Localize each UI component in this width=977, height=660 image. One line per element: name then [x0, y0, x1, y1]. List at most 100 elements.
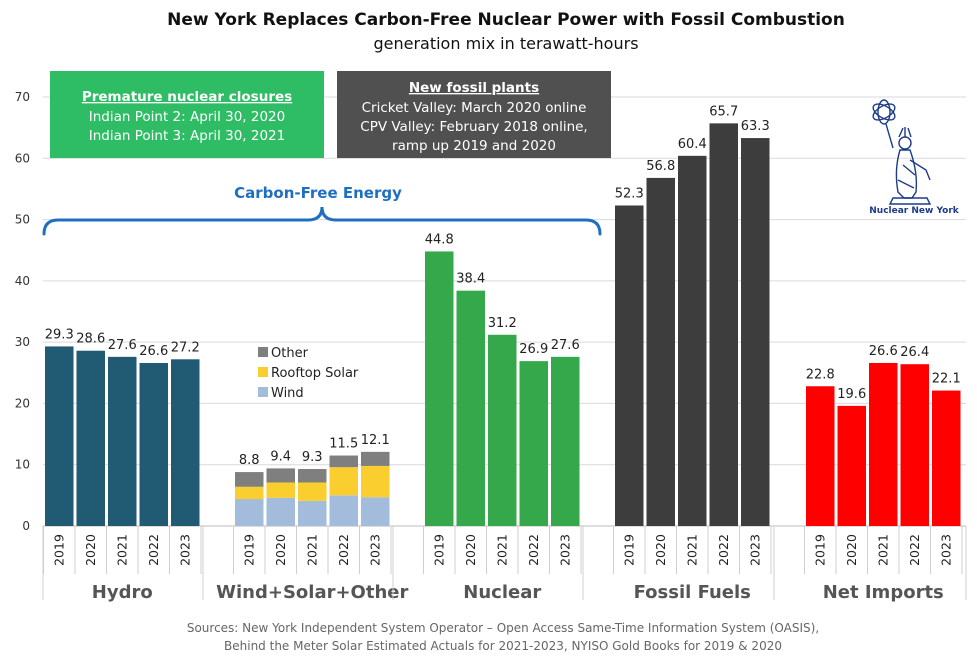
data-label: 12.1 [361, 433, 390, 448]
data-label: 9.4 [270, 449, 291, 464]
x-tick-label: 2020 [273, 534, 288, 566]
x-tick-label: 2020 [844, 534, 859, 566]
x-tick-label: 2019 [51, 534, 66, 566]
y-tick-label: 10 [15, 458, 30, 472]
closures-line: Indian Point 3: April 30, 2021 [89, 128, 285, 144]
data-label: 11.5 [329, 437, 358, 452]
bar-rooftop-solar [235, 486, 264, 500]
bar-wind [298, 500, 327, 526]
data-label: 56.8 [646, 159, 675, 174]
y-tick-label: 50 [15, 213, 30, 227]
bar-other [329, 455, 358, 468]
data-label: 52.3 [615, 186, 644, 201]
fossil-heading: New fossil plants [409, 80, 539, 96]
legend-swatch [258, 387, 268, 397]
x-axis: 2019 2020 2021 2022 2023 Hydro 2019 2020 2021 202… [42, 526, 967, 603]
bar-other [266, 468, 295, 483]
data-label: 26.9 [519, 342, 548, 357]
bar-fossil-fuels [709, 123, 738, 527]
group-label: Fossil Fuels [634, 582, 751, 603]
x-tick-label: 2023 [938, 534, 953, 566]
y-tick-label: 20 [15, 396, 30, 410]
data-label: 31.2 [488, 316, 517, 331]
data-label: 8.8 [239, 453, 260, 468]
data-label: 26.4 [900, 345, 929, 360]
brace-label: Carbon-Free Energy [234, 184, 402, 202]
data-label: 63.3 [741, 119, 770, 134]
bar-fossil-fuels [646, 177, 675, 526]
legend-label: Wind [271, 386, 304, 401]
x-tick-label: 2021 [114, 534, 129, 566]
bar-net-imports [900, 364, 929, 526]
x-tick-label: 2019 [621, 534, 636, 566]
bar-hydro [139, 362, 168, 526]
data-label: 26.6 [139, 344, 168, 359]
bars: 29.3 28.6 27.6 26.6 27.28.8 9.4 9.311.5 12.144.… [45, 104, 961, 527]
x-tick-label: 2022 [336, 534, 351, 566]
bar-wind [361, 497, 390, 526]
data-label: 44.8 [425, 232, 454, 247]
group-label: Wind+Solar+Other [216, 582, 408, 603]
x-tick-label: 2021 [494, 534, 509, 566]
legend: Other Rooftop Solar Wind [258, 346, 359, 401]
bar-rooftop-solar [361, 465, 390, 498]
bar-other [298, 469, 327, 483]
data-label: 60.4 [678, 137, 707, 152]
group-label: Hydro [92, 582, 153, 603]
y-axis: 0 10 20 30 40 50 60 70 [15, 90, 30, 533]
x-tick-label: 2019 [812, 534, 827, 566]
bar-fossil-fuels [741, 138, 770, 526]
legend-swatch [258, 347, 268, 357]
x-tick-label: 2021 [684, 534, 699, 566]
x-tick-label: 2020 [463, 534, 478, 566]
x-tick-label: 2023 [367, 534, 382, 566]
y-tick-label: 0 [22, 519, 30, 533]
brace-line [42, 206, 602, 236]
bar-net-imports [806, 386, 835, 526]
bar-net-imports [837, 405, 866, 526]
data-label: 65.7 [709, 104, 738, 119]
chart-subtitle: generation mix in terawatt-hours [373, 34, 638, 53]
x-tick-label: 2022 [716, 534, 731, 566]
bar-nuclear [425, 251, 454, 526]
bar-net-imports [932, 390, 961, 526]
legend-label: Rooftop Solar [271, 366, 359, 381]
data-label: 27.2 [171, 340, 200, 355]
group-label: Net Imports [823, 582, 944, 603]
x-tick-label: 2019 [241, 534, 256, 566]
x-tick-label: 2022 [146, 534, 161, 566]
legend-swatch [258, 367, 268, 377]
x-tick-label: 2023 [747, 534, 762, 566]
fossil-line: CPV Valley: February 2018 online, [360, 119, 587, 135]
bar-other [235, 472, 264, 487]
nuclear-new-york-logo: Nuclear New York [869, 99, 960, 216]
data-label: 22.1 [932, 372, 961, 387]
bar-wind [235, 499, 264, 526]
x-tick-label: 2020 [83, 534, 98, 566]
fossil-line: ramp up 2019 and 2020 [392, 138, 556, 154]
source-line-1: Sources: New York Independent System Ope… [187, 621, 819, 635]
closures-box [50, 71, 324, 158]
data-label: 27.6 [551, 338, 580, 353]
data-label: 26.6 [869, 344, 898, 359]
carbon-free-brace: Carbon-Free Energy [42, 184, 602, 236]
bar-nuclear [519, 361, 548, 526]
source-line-2: Behind the Meter Solar Estimated Actuals… [224, 639, 782, 653]
bar-rooftop-solar [298, 482, 327, 501]
bar-fossil-fuels [678, 155, 707, 526]
x-tick-label: 2019 [431, 534, 446, 566]
bar-wind [329, 495, 358, 526]
closures-heading: Premature nuclear closures [82, 89, 292, 105]
bar-hydro [76, 350, 105, 526]
logo-text: Nuclear New York [869, 206, 960, 216]
data-label: 9.3 [302, 450, 323, 465]
bar-net-imports [869, 362, 898, 526]
bar-nuclear [456, 290, 485, 526]
fossil-box [337, 71, 611, 158]
x-tick-label: 2021 [304, 534, 319, 566]
x-tick-label: 2020 [653, 534, 668, 566]
data-label: 28.6 [76, 332, 105, 347]
chart-title: New York Replaces Carbon-Free Nuclear Po… [167, 10, 845, 30]
x-tick-label: 2022 [907, 534, 922, 566]
